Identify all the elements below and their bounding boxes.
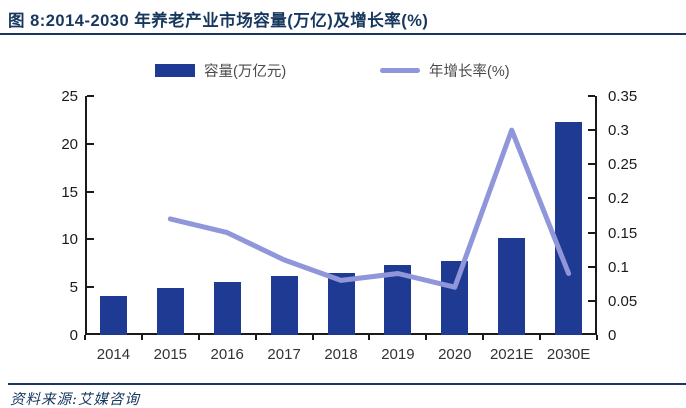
x-axis-tick [425, 335, 428, 340]
x-axis-label-2015: 2015 [153, 346, 188, 363]
right-axis-tick [588, 265, 595, 268]
bar-2014 [99, 295, 127, 335]
growth-rate-line [167, 127, 572, 290]
x-axis-tick [482, 335, 485, 340]
legend-label-growth-rate: 年增长率(%) [429, 63, 510, 80]
bar-2021E [498, 238, 526, 335]
bar-2016 [213, 282, 241, 335]
right-axis-label-0.1: 0.1 [608, 258, 629, 276]
right-axis-label-0.05: 0.05 [608, 292, 638, 310]
right-axis-tick [588, 95, 595, 97]
bar-2020 [441, 261, 469, 335]
x-axis-label-2018: 2018 [324, 346, 358, 363]
x-axis-tick [84, 335, 86, 340]
x-axis-tick [368, 335, 371, 340]
legend-label-capacity: 容量(万亿元) [204, 63, 287, 80]
left-axis-label-15: 15 [61, 183, 78, 201]
bar-2030E [555, 121, 583, 335]
left-axis-tick [87, 286, 94, 289]
x-axis-tick [596, 335, 598, 340]
right-axis-label-0.25: 0.25 [608, 156, 638, 174]
x-axis-tick [311, 335, 314, 340]
legend-item-growth-rate: 年增长率(%) [380, 61, 510, 80]
x-axis-tick [539, 335, 542, 340]
x-axis-tick [197, 335, 200, 340]
growth-rate-polyline [167, 127, 572, 290]
right-axis-label-0.35: 0.35 [608, 88, 638, 105]
x-axis-tick [140, 335, 143, 340]
right-axis-tick [588, 299, 595, 302]
bar-2018 [327, 272, 355, 335]
right-axis-tick [588, 231, 595, 234]
x-axis-label-2030E: 2030E [546, 346, 591, 363]
x-axis-label-2014: 2014 [96, 346, 131, 363]
legend-item-capacity: 容量(万亿元) [155, 61, 287, 80]
bar-2015 [156, 288, 184, 335]
left-axis-tick [87, 190, 94, 193]
x-axis-label-2020: 2020 [438, 346, 472, 363]
title-divider [0, 33, 686, 35]
left-axis-tick [87, 142, 94, 145]
x-axis-tick [254, 335, 257, 340]
bar-legend-swatch [155, 63, 195, 77]
line-legend-swatch [380, 67, 420, 73]
figure-title: 图 8:2014-2030 年养老产业市场容量(万亿)及增长率(%) [8, 12, 429, 30]
x-axis-label-2016: 2016 [210, 346, 244, 363]
right-axis-label-0.2: 0.2 [608, 190, 629, 208]
left-axis-tick [87, 238, 94, 241]
data-source: 资料来源:艾媒咨询 [10, 392, 140, 408]
left-axis-tick [87, 95, 94, 97]
bar-2017 [270, 275, 298, 335]
x-axis-label-2017: 2017 [267, 346, 301, 363]
right-axis-label-0.3: 0.3 [608, 122, 629, 140]
left-axis-label-0: 0 [69, 327, 78, 344]
left-axis-label-5: 5 [69, 279, 78, 297]
right-axis-label-0.15: 0.15 [608, 224, 638, 242]
x-axis-label-2021E: 2021E [489, 346, 534, 363]
right-axis-tick [588, 197, 595, 200]
footer-divider [8, 383, 686, 385]
right-axis-tick [588, 163, 595, 166]
x-axis-label-2019: 2019 [381, 346, 415, 363]
right-axis-label-0: 0 [608, 327, 617, 344]
left-axis-label-20: 20 [61, 135, 78, 153]
left-axis-label-25: 25 [61, 88, 78, 105]
left-axis-label-10: 10 [61, 231, 78, 249]
right-axis-tick [588, 129, 595, 132]
